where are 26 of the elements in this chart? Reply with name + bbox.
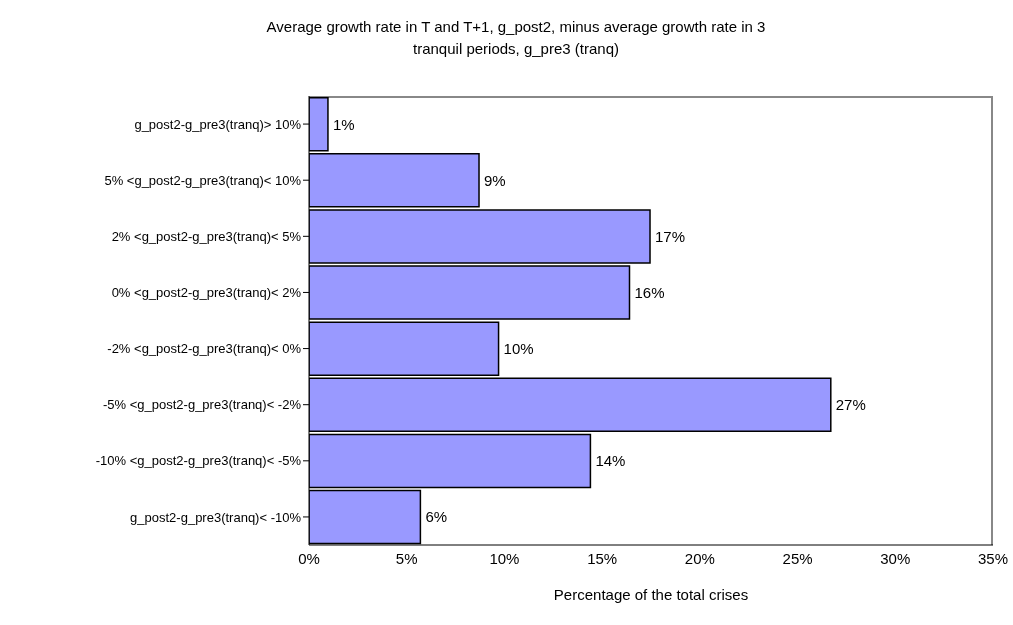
x-axis-title: Percentage of the total crises <box>553 586 749 603</box>
x-tick-label: 10% <box>489 549 520 567</box>
data-label: 27% <box>835 396 866 414</box>
x-tick-label: 20% <box>684 549 715 567</box>
data-label: 6% <box>425 508 448 526</box>
data-label: 10% <box>503 340 534 358</box>
y-tick-label: 5% <g_post2-g_pre3(tranq)< 10% <box>104 172 302 188</box>
data-label: 14% <box>595 452 626 470</box>
data-label: 17% <box>655 227 686 245</box>
x-tick-label: 35% <box>977 549 1009 567</box>
y-tick-label: -5% <g_post2-g_pre3(tranq)< -2% <box>102 397 302 413</box>
x-tick-label: 0% <box>298 549 320 567</box>
data-label: 1% <box>332 115 355 133</box>
data-label: 16% <box>634 283 665 301</box>
y-tick-label: 2% <g_post2-g_pre3(tranq)< 5% <box>111 228 302 244</box>
data-label: 9% <box>484 171 506 189</box>
x-tick-label: 25% <box>782 549 813 567</box>
x-tick-label: 15% <box>587 549 618 567</box>
y-tick-label: g_post2-g_pre3(tranq)< -10% <box>130 509 302 525</box>
y-tick-label: g_post2-g_pre3(tranq)> 10% <box>134 116 302 132</box>
y-tick-label: -2% <g_post2-g_pre3(tranq)< 0% <box>107 341 302 357</box>
y-tick-label: -10% <g_post2-g_pre3(tranq)< -5% <box>95 453 302 469</box>
x-tick-label: 30% <box>880 549 911 567</box>
chart-title: Average growth rate in T and T+1, g_post2, minus average growth rate in 3 tranquil periods, g_pre3 (tranq) <box>266 17 766 59</box>
y-tick-label: 0% <g_post2-g_pre3(tranq)< 2% <box>111 285 302 301</box>
x-tick-label: 5% <box>395 549 418 567</box>
